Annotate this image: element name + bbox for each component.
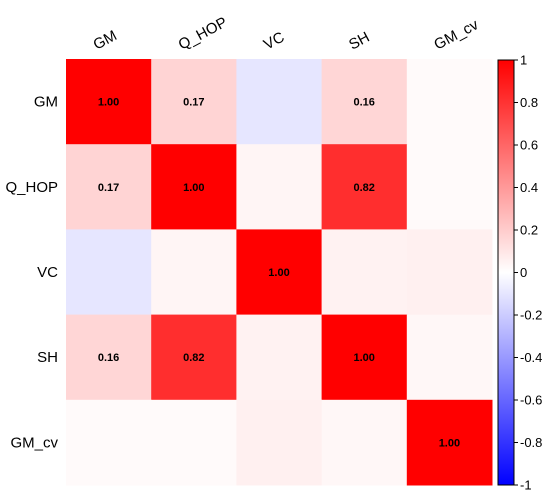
- heatmap-cell-GM-GM: [66, 59, 152, 145]
- colorbar-tick-label--0.4: -0.4: [520, 350, 542, 365]
- heatmap-cell-labels: 1.00 0.17 0.16 0.17 1.00 0.82 1.00 0.16 0.82 1.00…: [98, 97, 460, 450]
- colorbar-ticks: 1 0.8 0.6 0.4 0.2 0 -0.2 -0.4 -0.6 -0.8 -1: [514, 53, 542, 493]
- heatmap-cell-VC-GM_cv: [406, 229, 493, 316]
- heatmap-cell-VC-Q_HOP: [151, 229, 237, 316]
- heatmap-cell-VC-VC: [236, 229, 323, 316]
- heatmap-cell-Q_HOP-GM_cv: [406, 144, 493, 230]
- column-label-Q_HOP: Q_HOP: [176, 14, 230, 54]
- cell-value-label-SH-Q_HOP: 0.82: [183, 352, 204, 364]
- column-label-VC: VC: [261, 29, 288, 54]
- heatmap-cells: [66, 59, 493, 486]
- cell-value-label-Q_HOP-GM: 0.17: [98, 182, 119, 194]
- heatmap-cell-GM-VC: [236, 59, 323, 145]
- colorbar-tick-label-0.4: 0.4: [520, 180, 538, 195]
- heatmap-cell-SH-SH: [321, 314, 408, 401]
- heatmap-cell-GM_cv-Q_HOP: [151, 399, 237, 486]
- colorbar: 1 0.8 0.6 0.4 0.2 0 -0.2 -0.4 -0.6 -0.8 -1: [497, 53, 542, 493]
- cell-value-label-Q_HOP-Q_HOP: 1.00: [183, 182, 204, 194]
- cell-value-label-Q_HOP-SH: 0.82: [353, 182, 374, 194]
- heatmap-cell-GM-Q_HOP: [151, 59, 237, 145]
- colorbar-tick-label--1: -1: [520, 478, 532, 493]
- heatmap-cell-SH-Q_HOP: [151, 314, 237, 401]
- cell-value-label-GM_cv-GM_cv: 1.00: [439, 437, 460, 449]
- heatmap-cell-VC-GM: [66, 229, 152, 316]
- column-labels: GM Q_HOP VC SH GM_cv: [90, 14, 481, 54]
- colorbar-tick-label-0.2: 0.2: [520, 223, 538, 238]
- row-label-SH: SH: [37, 349, 58, 366]
- heatmap-cell-Q_HOP-Q_HOP: [151, 144, 237, 230]
- colorbar-tick-label--0.2: -0.2: [520, 308, 542, 323]
- heatmap-cell-GM_cv-SH: [321, 399, 408, 486]
- heatmap-cell-Q_HOP-GM: [66, 144, 152, 230]
- cell-value-label-GM-Q_HOP: 0.17: [183, 97, 204, 109]
- row-label-GM: GM: [34, 94, 58, 111]
- colorbar-tick-label-1: 1: [520, 53, 527, 68]
- heatmap-cell-SH-VC: [236, 314, 323, 401]
- row-label-Q_HOP: Q_HOP: [5, 179, 58, 196]
- heatmap-cell-GM_cv-VC: [236, 399, 323, 486]
- heatmap-cell-Q_HOP-VC: [236, 144, 323, 230]
- cell-value-label-SH-SH: 1.00: [353, 352, 374, 364]
- cell-value-label-SH-GM: 0.16: [98, 352, 119, 364]
- column-label-GM: GM: [90, 27, 119, 53]
- colorbar-tick-label-0.8: 0.8: [520, 95, 538, 110]
- row-label-VC: VC: [37, 264, 58, 281]
- colorbar-tick-label-0: 0: [520, 265, 527, 280]
- heatmap-cell-GM_cv-GM_cv: [406, 399, 493, 486]
- column-label-GM_cv: GM_cv: [431, 16, 481, 54]
- cell-value-label-VC-VC: 1.00: [268, 267, 289, 279]
- heatmap-cell-SH-GM: [66, 314, 152, 401]
- heatmap-cell-VC-SH: [321, 229, 408, 316]
- heatmap-cell-GM-SH: [321, 59, 408, 145]
- heatmap-cell-GM-GM_cv: [406, 59, 493, 145]
- colorbar-gradient: [497, 59, 515, 486]
- colorbar-tick-label-0.6: 0.6: [520, 138, 538, 153]
- cell-value-label-GM-SH: 0.16: [353, 97, 374, 109]
- cell-value-label-GM-GM: 1.00: [98, 97, 119, 109]
- heatmap-cell-SH-GM_cv: [406, 314, 493, 401]
- heatmap-cell-Q_HOP-SH: [321, 144, 408, 230]
- row-label-GM_cv: GM_cv: [10, 434, 58, 451]
- heatmap-cell-GM_cv-GM: [66, 399, 152, 486]
- colorbar-tick-label--0.8: -0.8: [520, 435, 542, 450]
- colorbar-tick-label--0.6: -0.6: [520, 393, 542, 408]
- column-label-SH: SH: [346, 29, 372, 54]
- row-labels: GM Q_HOP VC SH GM_cv: [5, 94, 58, 452]
